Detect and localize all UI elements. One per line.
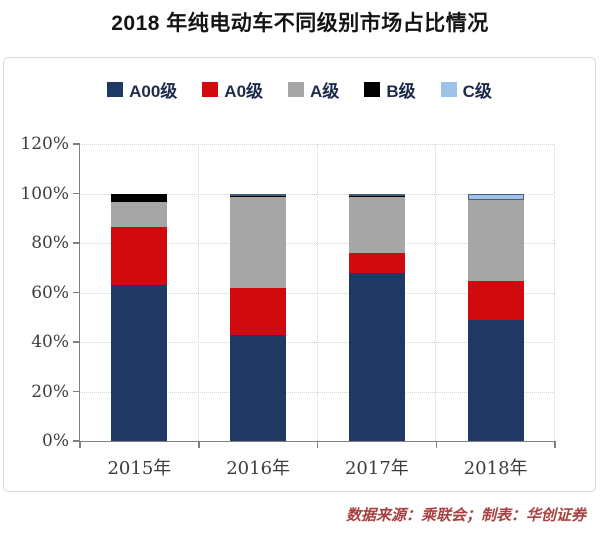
x-gridline xyxy=(197,144,199,441)
legend-swatch xyxy=(288,82,305,97)
y-axis-label: 120% xyxy=(20,134,69,154)
y-gridline xyxy=(80,292,555,294)
legend-label: A级 xyxy=(310,82,340,101)
bar-segment xyxy=(348,195,405,198)
bar-segment xyxy=(111,202,168,227)
x-gridline xyxy=(316,144,318,441)
bar-2017年 xyxy=(348,144,405,441)
legend-swatch xyxy=(107,82,124,97)
x-axis-tick xyxy=(79,441,81,448)
bar-segment xyxy=(230,197,287,288)
y-axis-tick xyxy=(73,440,80,442)
bar-segment xyxy=(348,252,405,273)
bar-2015年 xyxy=(111,144,168,441)
bar-segment xyxy=(467,319,524,441)
source-note: 数据来源：乘联会；制表：华创证券 xyxy=(345,506,586,524)
bar-segment xyxy=(467,281,524,320)
y-axis-label: 80% xyxy=(31,233,69,253)
y-axis-tick xyxy=(73,192,80,195)
y-axis-label: 100% xyxy=(20,183,69,204)
x-axis-tick xyxy=(198,441,200,448)
y-gridline xyxy=(80,342,555,343)
y-axis-label: 60% xyxy=(31,282,69,303)
x-gridline xyxy=(554,144,555,441)
legend-item: C级 xyxy=(440,77,492,102)
y-axis-tick xyxy=(73,341,80,343)
legend-item: A00级 xyxy=(107,77,177,102)
bar-2016年 xyxy=(230,144,287,441)
x-axis-tick xyxy=(316,441,319,448)
bar-2018年 xyxy=(467,144,524,441)
bar-segment xyxy=(230,196,287,198)
plot-area: 0% 20% 40% 60% 80% 100% 120% 2015年 2016年 2017年 201… xyxy=(20,134,556,479)
legend-item: B级 xyxy=(364,77,416,102)
y-axis-label: 0% xyxy=(42,431,69,451)
legend-swatch xyxy=(440,82,457,97)
chart-title: 2018 年纯电动车不同级别市场占比情况 xyxy=(111,12,489,35)
y-axis-tick xyxy=(73,291,80,294)
legend-swatch xyxy=(202,82,219,97)
y-gridline xyxy=(80,243,555,244)
x-gridline xyxy=(435,144,437,441)
y-gridline xyxy=(80,144,555,145)
x-axis-label: 2017年 xyxy=(344,458,409,479)
bar-segment xyxy=(111,193,168,203)
bar-segment xyxy=(111,285,168,441)
x-axis-label: 2015年 xyxy=(107,458,172,479)
bar-segment xyxy=(230,193,287,196)
legend-label: A0级 xyxy=(224,82,264,101)
chart-panel: A00级 A0级 A级 B级 C级 0% 20% 40% 60% 80% 100% 120% 2015… xyxy=(3,57,596,492)
y-axis-tick xyxy=(73,242,80,244)
y-axis-tick xyxy=(73,390,80,393)
legend-item: A级 xyxy=(288,77,339,102)
bar-segment xyxy=(111,226,168,286)
legend-label: A00级 xyxy=(129,82,178,101)
bar-segment xyxy=(230,334,287,441)
legend-label: C级 xyxy=(462,82,492,101)
bar-segment xyxy=(467,199,524,282)
y-gridline xyxy=(80,391,555,393)
legend-label: B级 xyxy=(386,82,416,101)
bar-segment xyxy=(348,197,405,253)
bar-segment xyxy=(467,193,524,200)
y-gridline xyxy=(80,193,555,195)
legend-swatch xyxy=(364,82,381,97)
bar-segment xyxy=(348,272,405,441)
legend: A00级 A0级 A级 B级 C级 xyxy=(4,77,595,102)
legend-item: A0级 xyxy=(202,77,263,102)
x-axis-tick xyxy=(435,441,437,448)
bar-segment xyxy=(348,193,405,196)
y-axis-tick xyxy=(73,143,80,145)
x-axis-label: 2018年 xyxy=(463,458,528,479)
bar-segment xyxy=(230,287,287,335)
x-axis-tick xyxy=(554,441,556,448)
y-axis-label: 20% xyxy=(31,381,69,402)
y-axis-label: 40% xyxy=(31,332,69,352)
x-axis-label: 2016年 xyxy=(226,458,291,479)
